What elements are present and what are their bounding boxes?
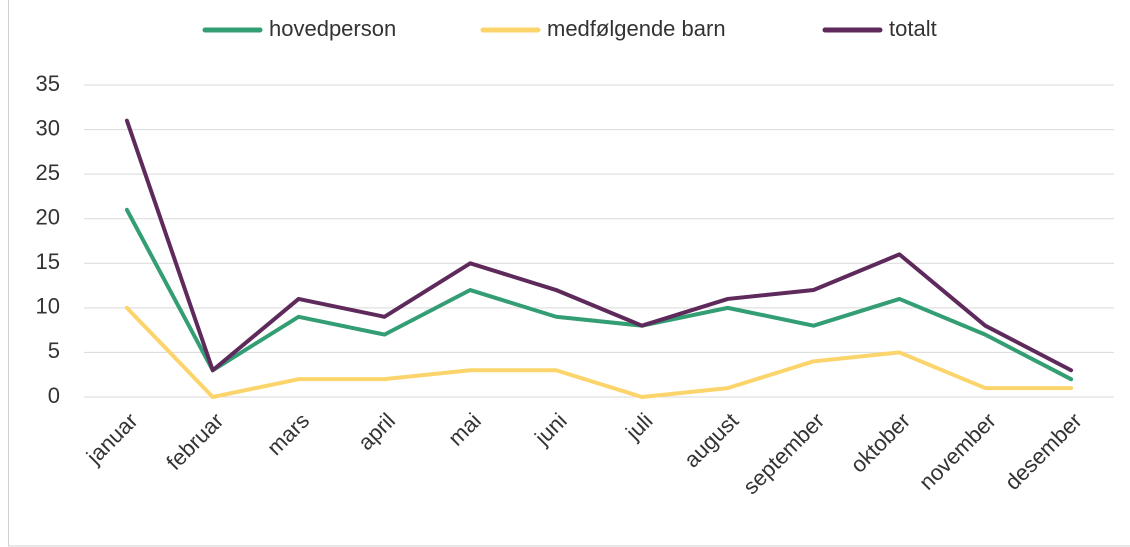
x-tick-label: august [679,408,743,472]
chart-frame [8,0,1130,547]
x-tick-label: mai [443,408,486,451]
legend-label: totalt [889,16,937,41]
y-tick-label: 35 [36,71,60,96]
x-tick-label: november [914,408,1001,495]
series-line [124,207,1074,382]
legend-label: hovedperson [269,16,396,41]
x-tick-label: desember [1000,408,1087,495]
y-tick-label: 5 [48,338,60,363]
y-tick-label: 10 [36,294,60,319]
series-line [124,118,1074,373]
x-tick-label: januar [81,408,143,470]
y-tick-label: 0 [48,383,60,408]
legend-label: medfølgende barn [547,16,726,41]
x-tick-label: april [353,408,400,455]
x-tick-label: juni [529,408,572,451]
x-tick-label: februar [161,408,228,475]
x-tick-label: oktober [845,408,915,478]
y-tick-label: 30 [36,115,60,140]
series-line [124,305,1074,399]
x-tick-label: juli [620,408,657,445]
y-tick-label: 15 [36,249,60,274]
x-tick-label: september [738,408,829,499]
x-tick-label: mars [262,408,314,460]
y-tick-label: 20 [36,205,60,230]
y-tick-label: 25 [36,160,60,185]
